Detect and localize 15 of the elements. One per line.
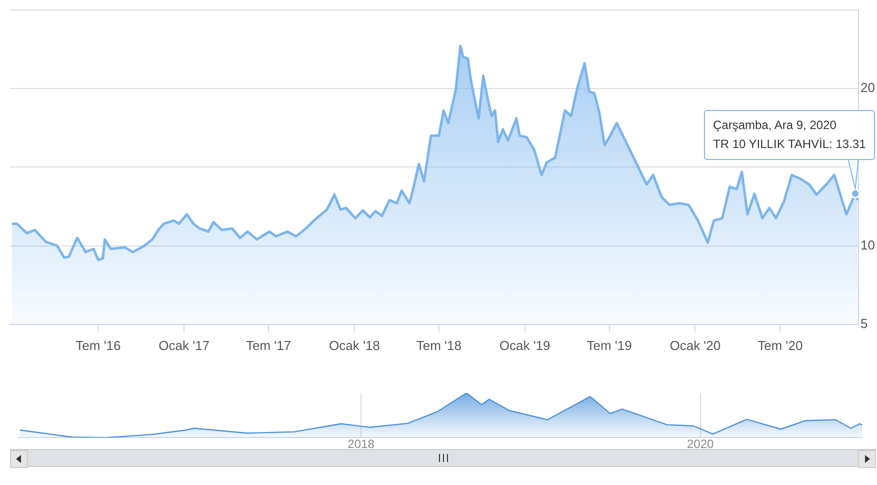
x-tick-label: Ocak '17 xyxy=(158,338,210,353)
x-tick-label: Tem '16 xyxy=(76,338,121,353)
x-tick-label: Ocak '20 xyxy=(670,338,721,353)
x-tick-label: 2020 xyxy=(686,437,714,452)
annotation: Çarşamba, Ara 9, 2020 TR 10 YILLIK TAHVİL: 13.31 xyxy=(704,110,875,160)
x-tick-label: Tem '18 xyxy=(416,338,462,353)
x-tick-label: Tem '17 xyxy=(246,338,292,353)
x-tick-label: Tem '19 xyxy=(586,338,632,353)
y-tick-label: 10 xyxy=(860,237,876,252)
x-tick-label: Tem '20 xyxy=(758,338,803,353)
x-tick-label: Ocak '19 xyxy=(499,338,550,353)
y-tick-label: 20 xyxy=(860,80,876,96)
x-tick-label: Ocak '18 xyxy=(329,338,380,353)
y-tick-label: 5 xyxy=(860,316,868,331)
x-tick-label: 2018 xyxy=(348,437,375,452)
